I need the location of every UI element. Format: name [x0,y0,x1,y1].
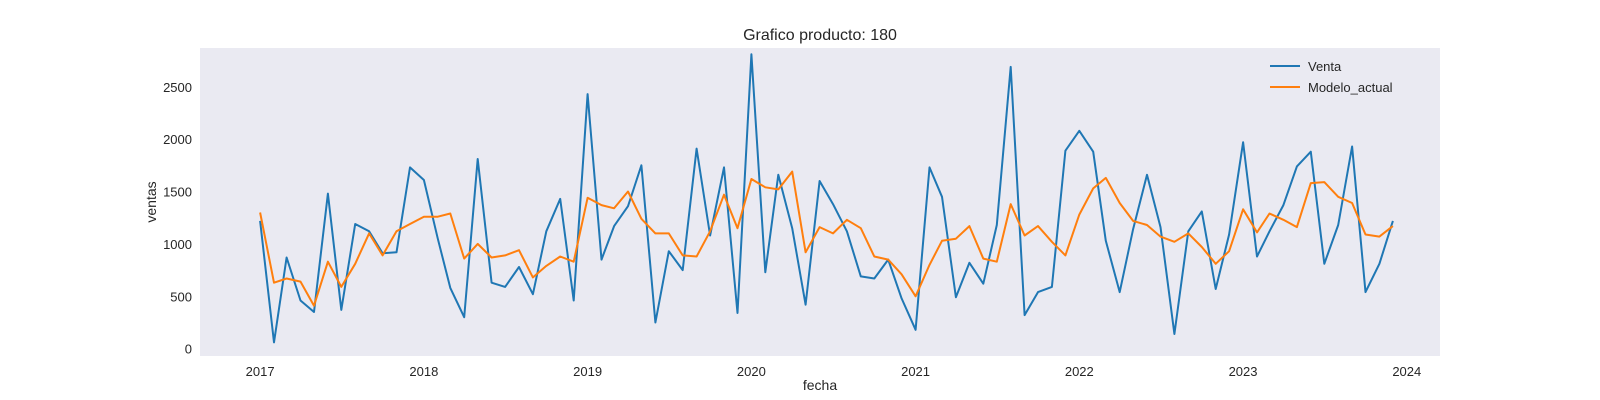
x-tick-label: 2024 [1392,364,1421,379]
x-tick-label: 2018 [409,364,438,379]
y-axis-label: ventas [143,181,159,222]
legend: Venta Modelo_actual [1270,59,1393,95]
x-tick-label: 2022 [1065,364,1094,379]
y-tick-label: 1000 [163,237,192,252]
y-axis-ticks: 0 500 1000 1500 2000 2500 [163,80,192,357]
x-tick-label: 2019 [573,364,602,379]
y-tick-label: 2000 [163,132,192,147]
x-tick-label: 2017 [246,364,275,379]
y-tick-label: 0 [185,342,192,357]
series-line-modelo-actual [259,170,1394,307]
series-line-venta [259,53,1394,344]
plot-area [200,48,1440,356]
x-tick-label: 2023 [1229,364,1258,379]
series-lines [259,53,1394,344]
y-tick-label: 500 [170,289,192,304]
legend-label: Venta [1308,59,1342,74]
x-axis-label: fecha [803,377,837,393]
y-tick-label: 1500 [163,185,192,200]
x-tick-label: 2020 [737,364,766,379]
chart-title: Grafico producto: 180 [743,27,897,44]
legend-label: Modelo_actual [1308,80,1393,95]
x-tick-label: 2021 [901,364,930,379]
x-axis-ticks: 2017 2018 2019 2020 2021 2022 2023 2024 [246,364,1422,379]
y-tick-label: 2500 [163,80,192,95]
